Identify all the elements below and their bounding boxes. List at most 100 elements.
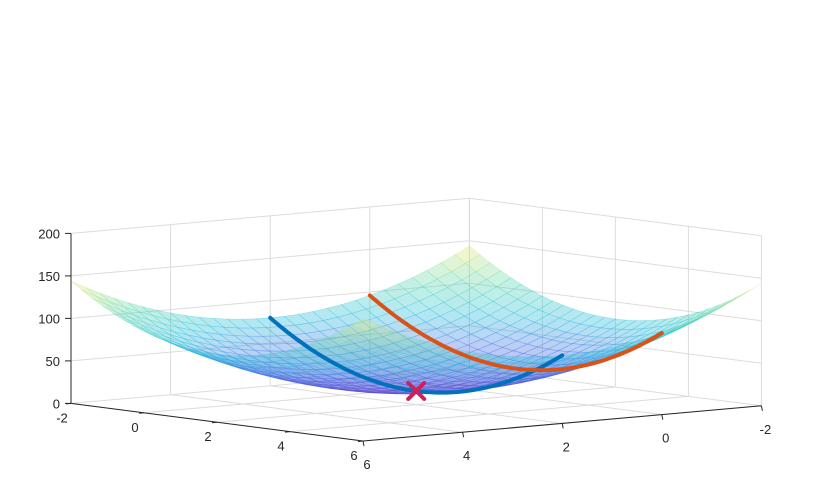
surface-patch (596, 328, 624, 338)
surface-patch (466, 369, 492, 377)
surface-patch (509, 317, 536, 331)
surface-patch (176, 342, 202, 354)
surface-patch (680, 313, 706, 326)
surface-patch (519, 321, 546, 335)
surface-patch (362, 389, 387, 393)
surface-patch (510, 379, 536, 385)
surface-patch (287, 365, 312, 373)
surface-patch (95, 295, 121, 311)
surface-patch (476, 371, 502, 379)
surface-patch (622, 337, 648, 349)
surface-patch (456, 333, 483, 346)
surface-patch (547, 341, 574, 352)
surface-patch (499, 312, 526, 326)
surface-patch (289, 346, 316, 357)
surface-patch (414, 308, 441, 323)
surface-patch (467, 377, 493, 383)
surface-patch (571, 356, 597, 365)
surface-patch (471, 381, 496, 386)
surface-patch (414, 377, 439, 384)
surface-patch (579, 344, 605, 353)
surface-patch (726, 289, 752, 305)
surface-patch (155, 329, 181, 342)
surface-patch (670, 317, 696, 330)
surface-patch (273, 375, 299, 382)
surface-patch (138, 311, 164, 325)
surface-patch (373, 391, 399, 394)
surface-patch (669, 320, 695, 334)
surface-patch (191, 329, 217, 341)
surface-patch (332, 325, 360, 337)
surface-patch (383, 283, 410, 300)
surface-patch (218, 354, 244, 364)
surface-patch (251, 361, 277, 369)
surface-patch (405, 364, 433, 373)
surface-patch (409, 371, 437, 379)
surface-patch (312, 384, 338, 389)
wall-grid-line (70, 325, 762, 364)
surface-patch (356, 365, 384, 374)
surface-patch (397, 277, 424, 294)
surface-patch (594, 345, 620, 356)
surface-patch (161, 337, 187, 349)
surface-patch (518, 355, 546, 364)
surface-patch (102, 305, 128, 320)
surface-patch (502, 298, 529, 314)
surface-patch (201, 337, 227, 348)
surface-patch (169, 312, 197, 325)
surface-patch (141, 306, 167, 320)
surface-patch (327, 384, 353, 389)
surface-patch (311, 368, 337, 376)
surface-patch (240, 318, 268, 329)
surface-patch (236, 353, 262, 363)
surface-patch (452, 376, 478, 383)
surface-patch (217, 361, 243, 370)
surface-patch (653, 316, 679, 328)
surface-patch (518, 374, 544, 380)
surface-patch (216, 353, 242, 362)
surface-patch (300, 368, 326, 375)
surface-patch (351, 389, 377, 393)
surface-patch (600, 318, 627, 330)
surface-patch (243, 342, 271, 352)
y-tick-label: 0 (662, 431, 669, 446)
surface-patch (349, 349, 377, 360)
surface-patch (551, 331, 578, 343)
surface-patch (222, 351, 248, 361)
surface-patch (310, 339, 337, 351)
surface-patch (383, 393, 409, 395)
surface-patch (380, 365, 408, 374)
surface-patch (555, 357, 581, 366)
surface-patch (386, 389, 412, 393)
surface-patch (360, 355, 387, 365)
surface-patch (456, 381, 482, 386)
marker-layer (406, 381, 427, 401)
surface-patch (241, 361, 267, 368)
surface-patch (340, 377, 365, 384)
surface-patch (265, 356, 291, 365)
surface-patch (496, 382, 522, 388)
surface-patch (299, 381, 325, 387)
surface-patch (571, 335, 599, 346)
surface-patch (204, 351, 230, 361)
surface-patch (330, 388, 356, 392)
surface-patch (253, 350, 281, 359)
surface-patch (151, 331, 177, 343)
surface-patch (565, 323, 592, 335)
surface-patch (207, 357, 233, 367)
surface-patch (666, 321, 692, 334)
surface-patch (338, 387, 364, 391)
surface-patch (369, 392, 395, 395)
surface-patch (608, 341, 634, 353)
surface-patch (444, 363, 472, 372)
surface-patch (663, 314, 689, 327)
surface-patch (282, 372, 308, 379)
surface-patch (377, 373, 405, 381)
surface-patch (225, 361, 251, 370)
surface-patch (147, 331, 173, 344)
surface-patch (214, 356, 240, 366)
surface-patch (618, 328, 644, 338)
surface-patch (603, 336, 629, 346)
surface-patch (325, 373, 350, 380)
